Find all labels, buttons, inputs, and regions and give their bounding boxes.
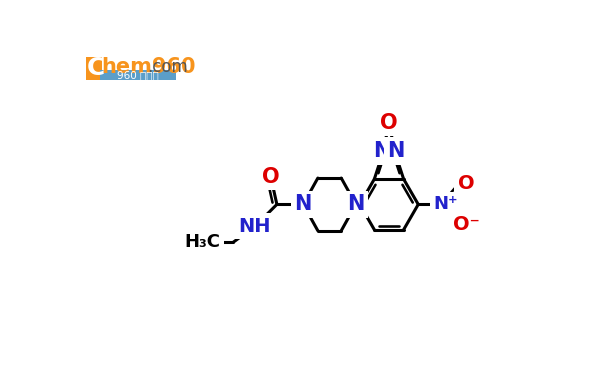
Text: N: N: [295, 194, 312, 214]
Text: N: N: [387, 141, 405, 161]
FancyBboxPatch shape: [87, 57, 102, 80]
Text: O⁻: O⁻: [453, 215, 479, 234]
Text: NH: NH: [239, 217, 271, 236]
Text: C: C: [87, 56, 105, 80]
Text: O: O: [457, 174, 474, 194]
Text: N⁺: N⁺: [434, 195, 459, 213]
Text: O: O: [380, 112, 398, 132]
FancyBboxPatch shape: [100, 70, 175, 80]
Text: H₃C: H₃C: [185, 233, 220, 251]
Text: N: N: [373, 141, 391, 161]
Text: 960 化工网: 960 化工网: [117, 70, 159, 80]
Text: N: N: [347, 194, 365, 214]
Text: hem960: hem960: [101, 57, 195, 76]
Text: O: O: [262, 166, 280, 186]
Text: .com: .com: [147, 57, 188, 75]
